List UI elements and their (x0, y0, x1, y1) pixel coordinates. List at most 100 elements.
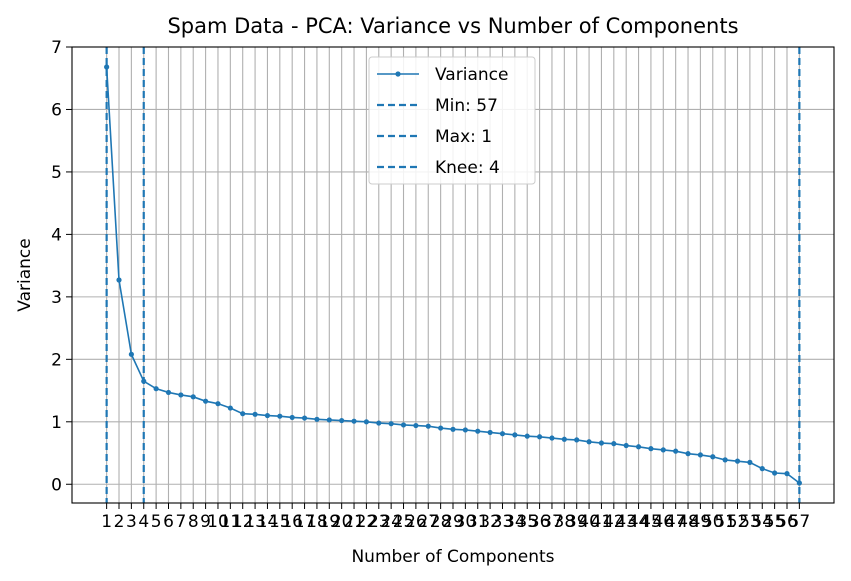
data-point (190, 394, 196, 400)
x-tick-label: 9 (200, 512, 211, 532)
x-tick-label: 23 (368, 512, 390, 532)
x-axis-ticks: 1 2 3 4 5 6 7 8 91011121314151617181920212223242… (101, 503, 810, 532)
data-point (722, 457, 728, 463)
x-tick-label: 19 (318, 512, 340, 532)
data-point (153, 386, 159, 392)
data-point (759, 466, 765, 472)
data-point (734, 458, 741, 464)
data-point (301, 415, 308, 421)
data-point (178, 392, 184, 398)
x-tick-label: 29 (442, 512, 464, 532)
x-tick-label: 4 (138, 512, 149, 532)
data-point (326, 417, 332, 423)
data-point (673, 448, 679, 454)
x-tick-label: 47 (665, 512, 687, 532)
x-tick-label: 32 (479, 512, 501, 532)
data-point (586, 439, 592, 445)
x-tick-label: 34 (504, 512, 526, 532)
legend-box (368, 56, 536, 185)
x-tick-label: 20 (331, 512, 353, 532)
x-tick-label: 15 (269, 512, 291, 532)
x-tick-label: 3 (126, 512, 137, 532)
x-tick-label: 14 (257, 512, 279, 532)
x-tick-label: 49 (690, 512, 712, 532)
x-tick-label: 48 (677, 512, 699, 532)
data-point (215, 401, 221, 407)
x-tick-label: 22 (356, 512, 378, 532)
y-tick-label: 4 (51, 225, 62, 245)
x-tick-label: 57 (789, 512, 811, 532)
data-point (561, 436, 567, 442)
x-tick-label: 51 (714, 512, 736, 532)
data-point (400, 422, 407, 428)
data-point (128, 351, 134, 357)
x-tick-label: 43 (615, 512, 637, 532)
data-point (623, 442, 629, 449)
x-tick-label: 37 (541, 512, 563, 532)
y-tick-label: 0 (51, 475, 62, 495)
x-tick-label: 33 (492, 512, 514, 532)
data-point (240, 411, 246, 417)
data-point (141, 378, 147, 384)
x-tick-label: 42 (603, 512, 625, 532)
data-point (611, 441, 617, 447)
data-point (784, 471, 790, 477)
legend-label: Max: 1 (435, 127, 492, 147)
y-tick-label: 5 (51, 163, 62, 183)
legend-label: Variance (435, 65, 508, 85)
data-point (598, 440, 605, 446)
legend: Variance Min: 57 Max: 1 Knee: 4 (368, 56, 536, 185)
x-tick-label: 26 (405, 512, 427, 532)
legend-label: Knee: 4 (435, 158, 500, 178)
x-tick-label: 31 (467, 512, 489, 532)
y-tick-label: 3 (51, 288, 62, 308)
legend-marker (395, 71, 401, 77)
x-tick-label: 45 (640, 512, 662, 532)
x-tick-label: 18 (306, 512, 328, 532)
x-tick-label: 30 (455, 512, 477, 532)
x-tick-label: 8 (188, 512, 199, 532)
data-point (264, 412, 271, 419)
y-tick-label: 1 (51, 413, 62, 433)
variance-series (104, 64, 802, 486)
x-tick-label: 16 (281, 512, 303, 532)
data-point (376, 420, 382, 426)
grid-lines (72, 46, 834, 503)
data-point (351, 418, 357, 424)
x-tick-label: 55 (764, 512, 786, 532)
data-point (574, 437, 580, 443)
legend-label: Min: 57 (435, 96, 498, 116)
reference-lines (105, 47, 801, 503)
y-tick-label: 6 (51, 100, 62, 120)
data-point (499, 431, 506, 437)
x-tick-label: 46 (652, 512, 674, 532)
x-tick-label: 39 (566, 512, 588, 532)
x-tick-label: 13 (244, 512, 266, 532)
data-point (277, 413, 283, 419)
data-point (413, 422, 419, 429)
data-point (487, 429, 493, 436)
x-tick-label: 53 (739, 512, 761, 532)
data-point (685, 451, 691, 457)
y-tick-label: 7 (51, 38, 62, 58)
data-point (450, 426, 456, 432)
data-point (202, 398, 209, 404)
x-tick-label: 38 (554, 512, 576, 532)
y-axis-label: Variance (15, 238, 35, 311)
y-axis-ticks: 0 1 2 3 4 5 6 7 (51, 38, 72, 495)
x-tick-label: 54 (751, 512, 773, 532)
data-point (524, 433, 530, 439)
data-point (289, 414, 295, 421)
data-point (772, 470, 778, 476)
data-point (796, 480, 802, 486)
data-point (635, 444, 642, 450)
chart-title: Spam Data - PCA: Variance vs Number of C… (167, 14, 738, 38)
data-point (536, 434, 543, 440)
x-tick-label: 21 (343, 512, 365, 532)
x-tick-label: 50 (702, 512, 724, 532)
data-point (314, 416, 320, 422)
data-point (697, 452, 704, 458)
y-tick-label: 2 (51, 350, 62, 370)
data-point (363, 419, 370, 425)
